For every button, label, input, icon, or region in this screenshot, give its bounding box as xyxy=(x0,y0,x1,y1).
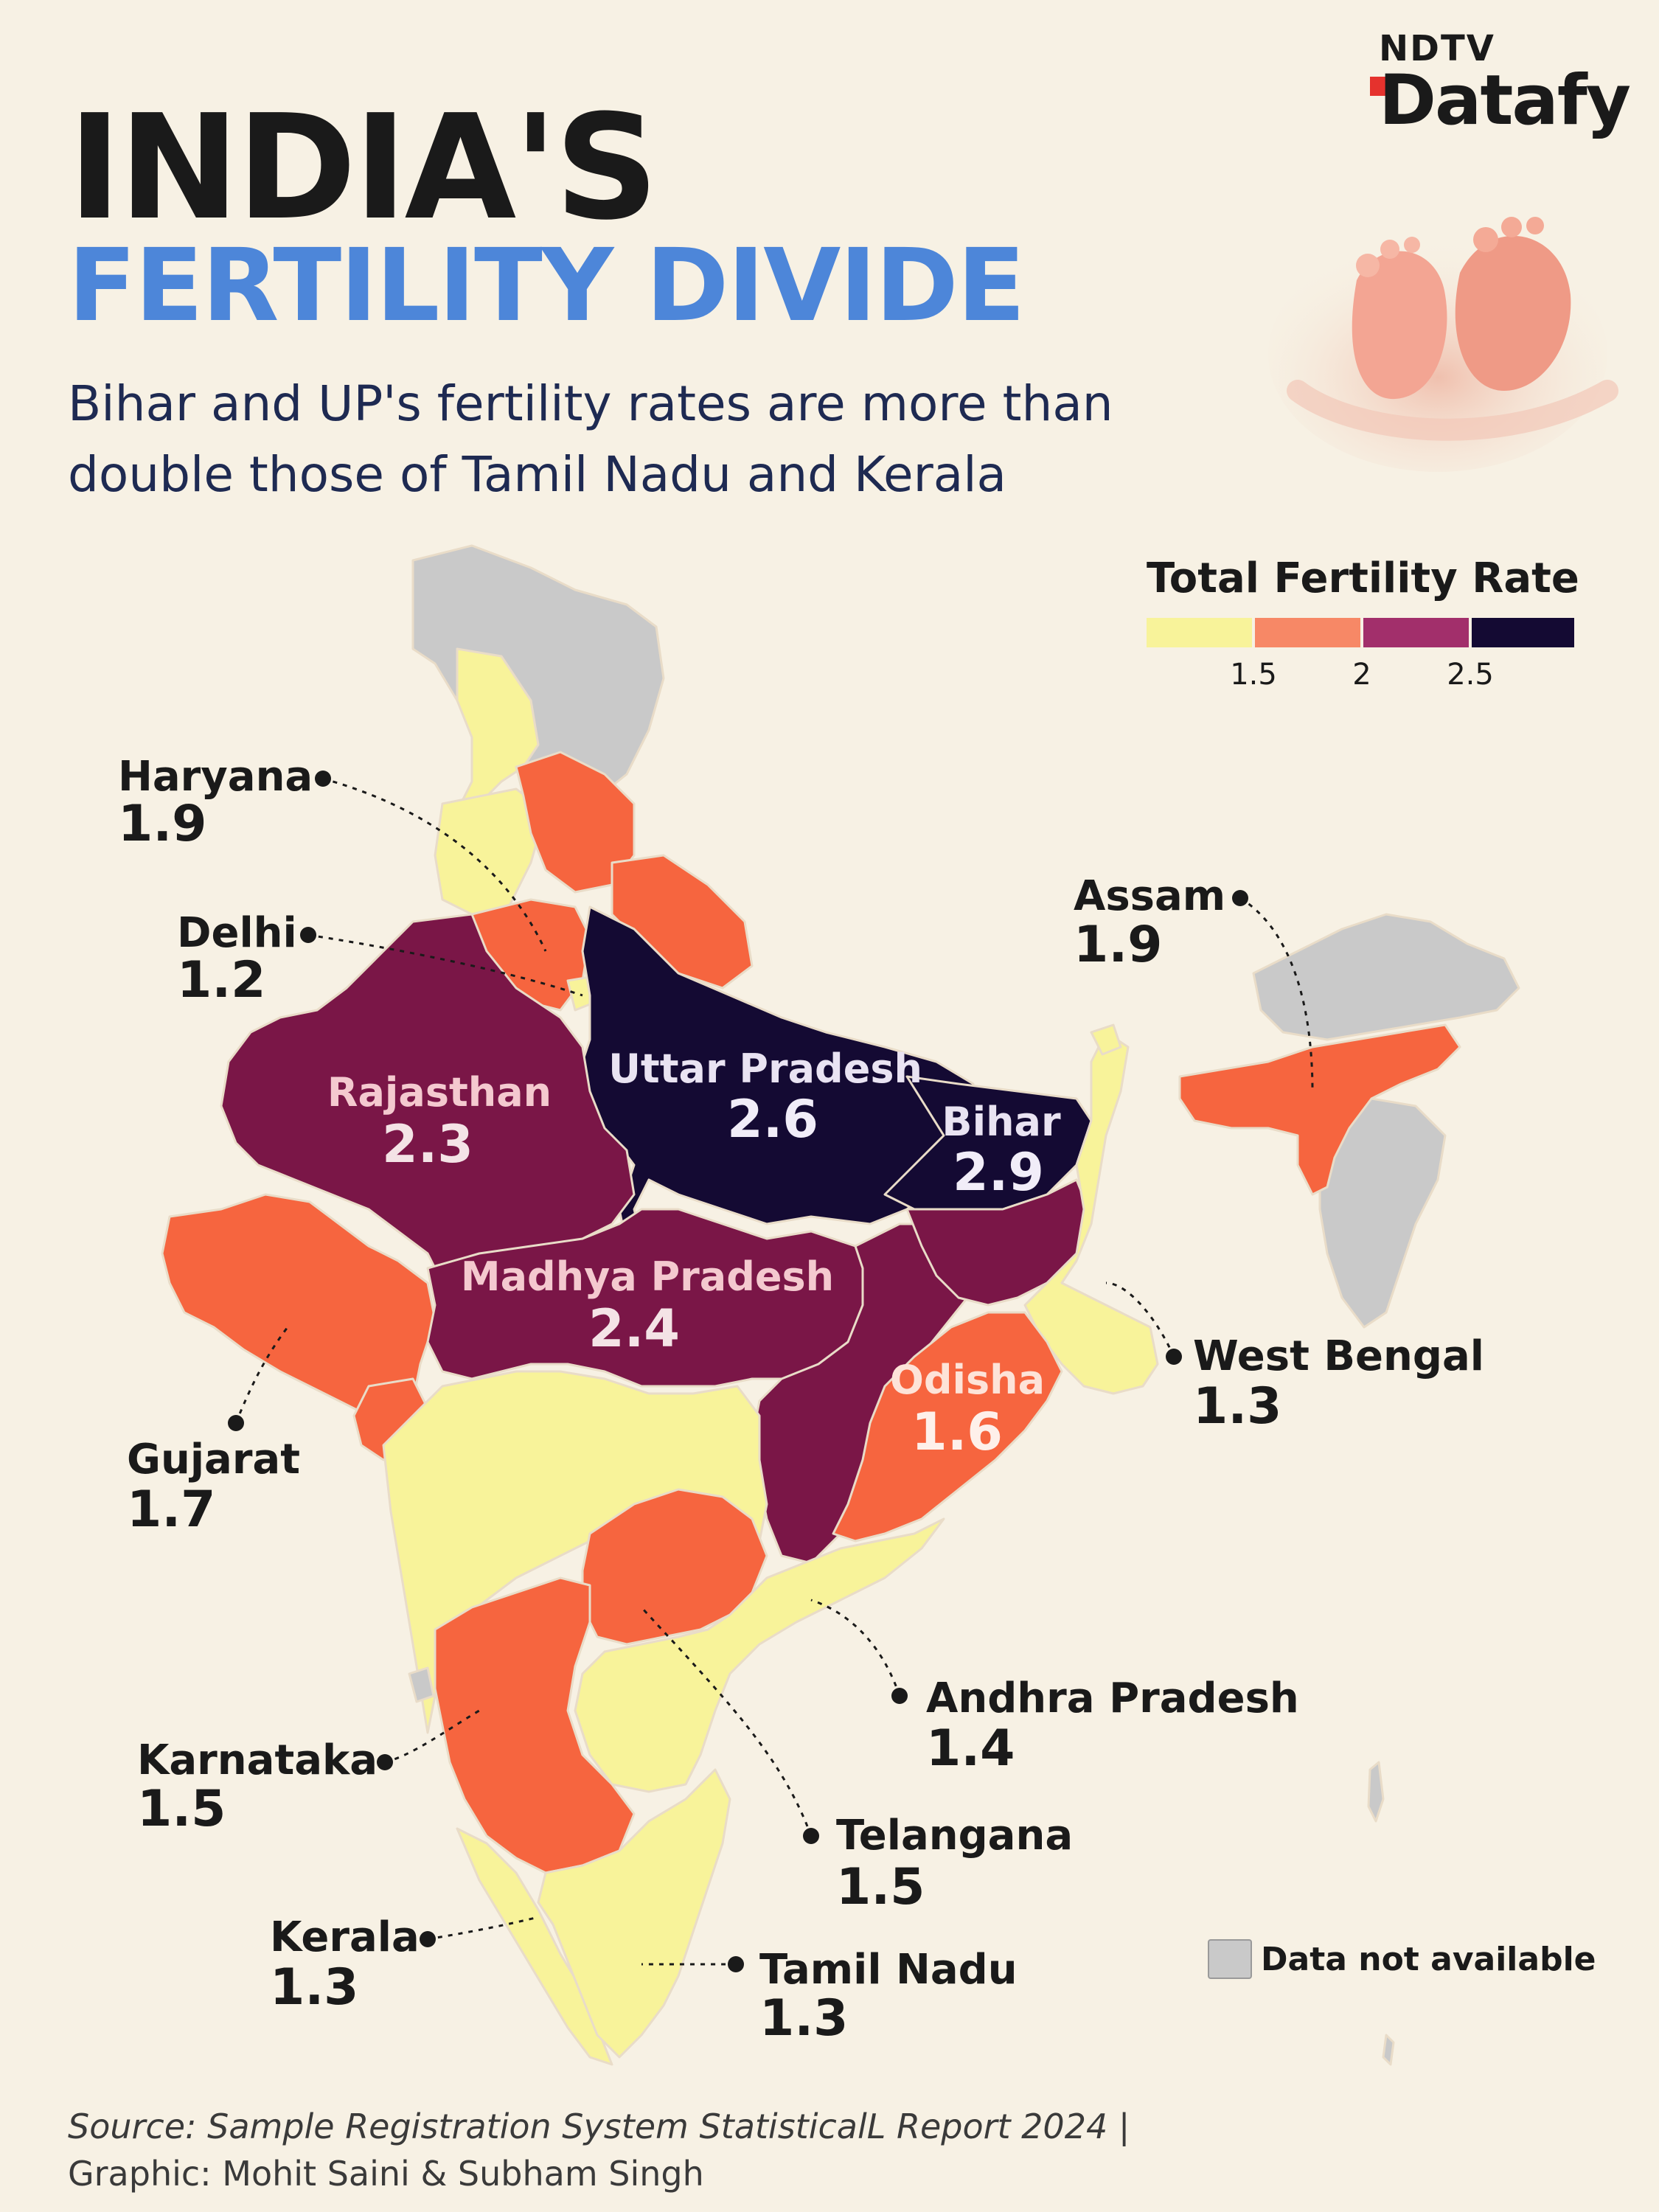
label-karnataka-value: 1.5 xyxy=(137,1780,226,1838)
label-bihar-value: 2.9 xyxy=(953,1142,1044,1203)
region-karnataka xyxy=(434,1576,636,1874)
label-madhya-pradesh-name: Madhya Pradesh xyxy=(461,1253,834,1300)
label-kerala: Kerala 1.3 xyxy=(270,1913,420,2017)
label-assam: Assam 1.9 xyxy=(1074,872,1225,974)
title-line-1: INDIA'S xyxy=(68,84,658,252)
subtitle: Bihar and UP's fertility rates are more … xyxy=(68,375,1113,503)
label-gujarat-value: 1.7 xyxy=(127,1481,215,1539)
brand-logo: Datafy xyxy=(1379,60,1631,141)
label-delhi: Delhi 1.2 xyxy=(177,909,297,1009)
label-tamil-nadu-name: Tamil Nadu xyxy=(759,1946,1018,1994)
no-data-label: Data not available xyxy=(1261,1941,1596,1978)
label-uttar-pradesh: Uttar Pradesh 2.6 xyxy=(608,1046,922,1150)
label-west-bengal-name: West Bengal xyxy=(1193,1332,1484,1380)
region-sikkim xyxy=(1090,1023,1122,1056)
label-rajasthan-value: 2.3 xyxy=(382,1114,473,1175)
region-arunachal xyxy=(1252,913,1520,1041)
label-assam-name: Assam xyxy=(1074,872,1225,920)
label-rajasthan: Rajasthan 2.3 xyxy=(327,1069,552,1175)
legend-swatch-3 xyxy=(1363,618,1469,647)
title-line-2: FERTILITY DIVIDE xyxy=(68,228,1026,344)
region-odisha xyxy=(832,1311,1063,1543)
label-madhya-pradesh-value: 2.4 xyxy=(588,1298,680,1359)
label-rajasthan-name: Rajasthan xyxy=(327,1069,552,1116)
region-west-bengal xyxy=(1023,1031,1159,1395)
legend-swatch-4 xyxy=(1472,618,1574,647)
label-odisha-name: Odisha xyxy=(890,1357,1045,1403)
source-credit: Source: Sample Registration System Stati… xyxy=(68,2103,1543,2198)
region-kerala xyxy=(456,1827,613,2066)
label-west-bengal-value: 1.3 xyxy=(1193,1377,1281,1436)
region-assam xyxy=(1178,1023,1461,1196)
label-kerala-value: 1.3 xyxy=(270,1958,358,2017)
label-karnataka: Karnataka 1.5 xyxy=(137,1736,378,1838)
region-northeast-south xyxy=(1318,1097,1447,1329)
baby-feet-icon xyxy=(1268,217,1618,472)
region-goa xyxy=(408,1666,435,1703)
label-assam-value: 1.9 xyxy=(1074,916,1162,974)
label-haryana-value: 1.9 xyxy=(118,795,206,853)
no-data-swatch xyxy=(1208,1939,1252,1979)
legend-swatch-2 xyxy=(1255,618,1360,647)
label-andhra-pradesh-name: Andhra Pradesh xyxy=(926,1674,1299,1722)
leader-dots xyxy=(228,771,1248,1972)
label-telangana-name: Telangana xyxy=(836,1812,1073,1860)
label-bihar: Bihar 2.9 xyxy=(942,1099,1061,1203)
label-tamil-nadu: Tamil Nadu 1.3 xyxy=(759,1946,1018,2048)
legend-tick-3: 2.5 xyxy=(1447,658,1494,692)
label-uttar-pradesh-name: Uttar Pradesh xyxy=(608,1046,922,1092)
legend-title: Total Fertility Rate xyxy=(1147,554,1579,602)
legend-tick-2: 2 xyxy=(1352,658,1371,692)
label-odisha-value: 1.6 xyxy=(911,1402,1003,1462)
label-madhya-pradesh: Madhya Pradesh 2.4 xyxy=(461,1253,834,1359)
label-haryana: Haryana 1.9 xyxy=(118,753,313,853)
brand-dot-icon xyxy=(1370,77,1389,96)
label-gujarat-name: Gujarat xyxy=(127,1436,300,1484)
label-telangana-value: 1.5 xyxy=(836,1858,925,1916)
label-telangana: Telangana 1.5 xyxy=(836,1812,1073,1916)
legend-swatch-1 xyxy=(1147,618,1252,647)
legend-tick-1: 1.5 xyxy=(1230,658,1277,692)
source-line: Source: Sample Registration System Stati… xyxy=(68,2107,1130,2146)
region-islands xyxy=(1367,1761,1385,1823)
graphic-credit-line: Graphic: Mohit Saini & Subham Singh xyxy=(68,2154,704,2194)
label-odisha: Odisha 1.6 xyxy=(890,1357,1045,1462)
label-delhi-name: Delhi xyxy=(177,909,297,957)
label-delhi-value: 1.2 xyxy=(177,951,265,1009)
label-karnataka-name: Karnataka xyxy=(137,1736,378,1784)
leader-lines xyxy=(234,777,1314,1966)
label-andhra-pradesh: Andhra Pradesh 1.4 xyxy=(926,1674,1299,1778)
label-tamil-nadu-value: 1.3 xyxy=(759,1989,848,2048)
label-west-bengal: West Bengal 1.3 xyxy=(1193,1332,1484,1436)
map-regions xyxy=(161,544,1520,2066)
region-andhra-pradesh xyxy=(574,1517,945,1793)
brand-top-text: NDTV xyxy=(1379,28,1495,69)
region-islands-2 xyxy=(1382,2034,1395,2066)
region-jammu-kashmir xyxy=(411,544,665,805)
label-bihar-name: Bihar xyxy=(942,1099,1061,1145)
label-uttar-pradesh-value: 2.6 xyxy=(727,1089,818,1150)
label-gujarat: Gujarat 1.7 xyxy=(127,1436,300,1539)
label-andhra-pradesh-value: 1.4 xyxy=(926,1719,1015,1778)
label-haryana-name: Haryana xyxy=(118,753,313,801)
label-kerala-name: Kerala xyxy=(270,1913,420,1961)
region-tamil-nadu xyxy=(537,1768,731,2059)
